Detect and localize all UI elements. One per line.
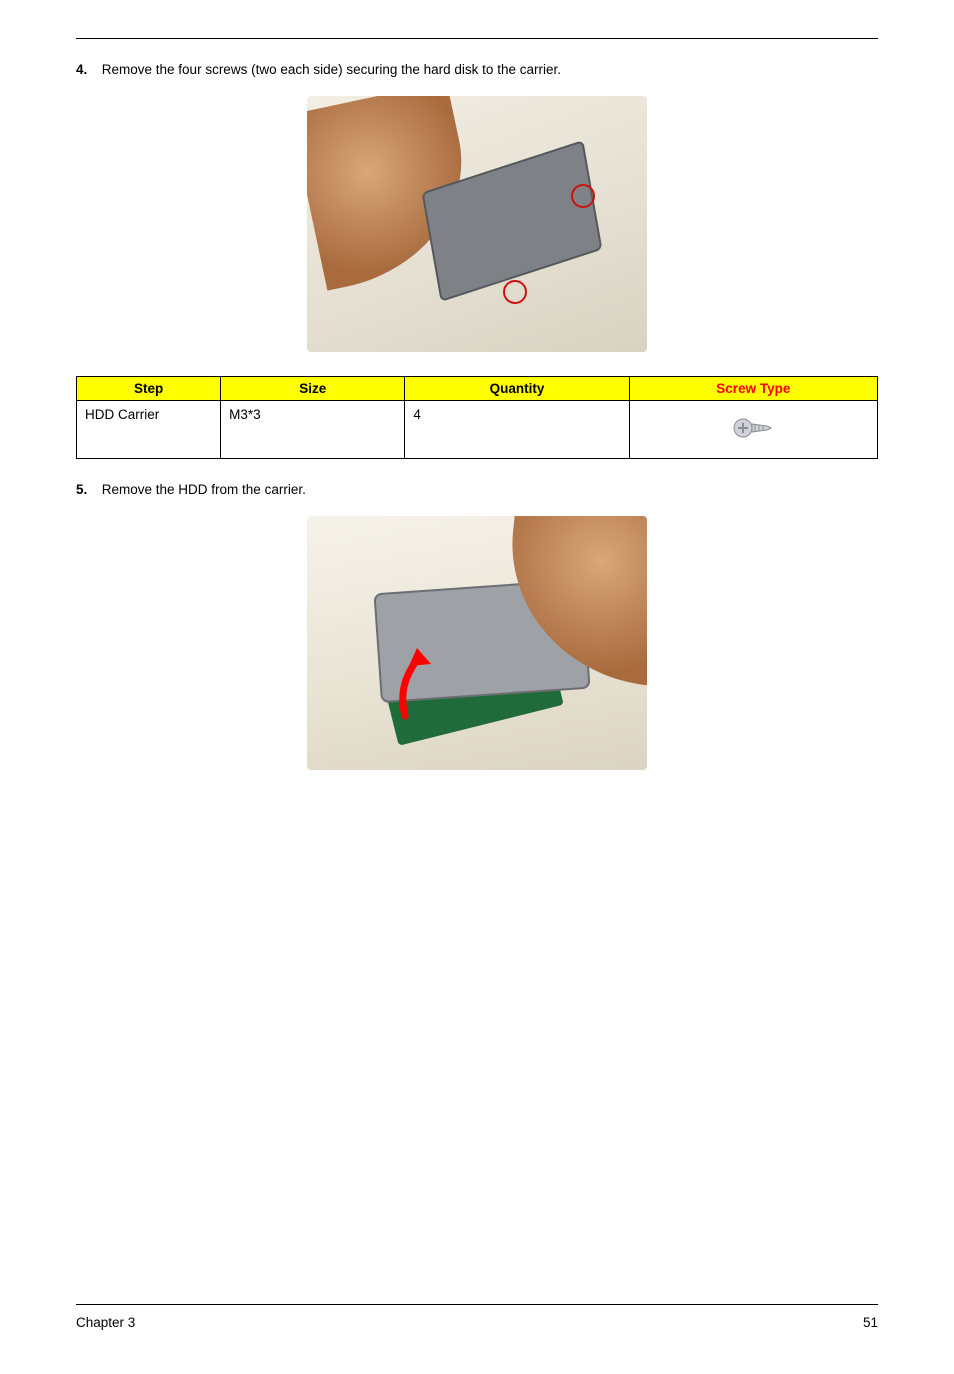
footer-page-number: 51 (863, 1315, 878, 1330)
step-5-number: 5. (76, 481, 98, 500)
page-footer: Chapter 3 51 (76, 1304, 878, 1330)
th-screw-type: Screw Type (629, 376, 877, 400)
th-quantity: Quantity (405, 376, 629, 400)
td-screw-type (629, 400, 877, 458)
step-4-number: 4. (76, 61, 98, 80)
table-header-row: Step Size Quantity Screw Type (77, 376, 878, 400)
step-4-line: 4. Remove the four screws (two each side… (76, 61, 878, 80)
step-5-text: Remove the HDD from the carrier. (102, 482, 306, 497)
footer-rule (76, 1304, 878, 1305)
step-5-line: 5. Remove the HDD from the carrier. (76, 481, 878, 500)
figure-1-photo (307, 96, 647, 352)
table-row: HDD Carrier M3*3 4 (77, 400, 878, 458)
th-step: Step (77, 376, 221, 400)
figure-1-callout-circle (503, 280, 527, 304)
footer-chapter: Chapter 3 (76, 1315, 135, 1330)
td-quantity: 4 (405, 400, 629, 458)
top-rule (76, 38, 878, 39)
figure-2-photo (307, 516, 647, 770)
td-size: M3*3 (221, 400, 405, 458)
figure-2-arrow (387, 646, 447, 726)
td-step: HDD Carrier (77, 400, 221, 458)
figure-1 (76, 96, 878, 352)
screw-table: Step Size Quantity Screw Type HDD Carrie… (76, 376, 878, 459)
step-4-text: Remove the four screws (two each side) s… (102, 62, 561, 77)
th-size: Size (221, 376, 405, 400)
figure-1-callout-circle (571, 184, 595, 208)
figure-2 (76, 516, 878, 770)
screw-icon (731, 413, 775, 443)
